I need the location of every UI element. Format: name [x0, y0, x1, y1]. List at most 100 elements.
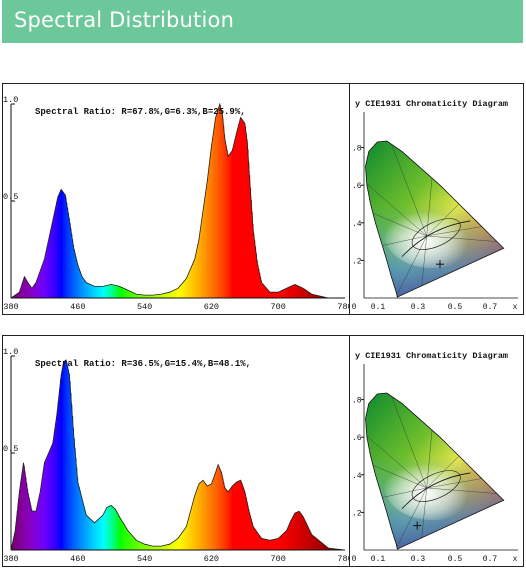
spectrum-bar [239, 119, 242, 298]
spectrum-bar [132, 292, 134, 298]
spectrum-bar [183, 529, 186, 550]
cie-y-tick-label: .4 [352, 472, 362, 481]
spectrum-bar [63, 193, 65, 298]
spectrum-bar [175, 539, 177, 550]
spectrum-bar [225, 489, 227, 550]
spectrum-bar [238, 125, 240, 298]
spectrum-bar [54, 428, 56, 550]
spectrum-bar [146, 295, 148, 298]
spectrum-bar [72, 244, 75, 298]
spectrum-bar [322, 296, 324, 298]
spectrum-bar [161, 294, 163, 298]
spectrum-bar [251, 522, 253, 550]
cie-x-tick-label: 0 [352, 555, 357, 564]
spectrum-bar [13, 536, 15, 550]
spectrum-bar [16, 293, 19, 298]
spectrum-bar [132, 292, 135, 298]
spectrum-bar [106, 285, 108, 298]
spectrum-bar [248, 175, 251, 298]
cie-region-line [396, 487, 427, 549]
spectrum-bar [171, 542, 173, 550]
spectrum-bar [292, 517, 294, 550]
spectrum-bar [170, 291, 172, 298]
spectrum-bar [52, 218, 54, 298]
spectrum-bar [46, 245, 49, 298]
spectrum-bar [112, 507, 115, 550]
spectrum-bar [242, 120, 244, 298]
spectrum-bar [20, 288, 22, 298]
spectrum-bar [301, 287, 303, 298]
spectrum-bar [320, 542, 323, 550]
spectrum-bar [183, 281, 185, 298]
spectrum-bar [137, 294, 139, 298]
spectrum-bar [283, 533, 285, 550]
cie-region-line [426, 235, 498, 242]
spectrum-bar [312, 535, 314, 550]
spectrum-bar [319, 540, 321, 550]
spectrum-bar [130, 291, 132, 298]
spectrum-bar [234, 483, 237, 550]
spectrum-bar [284, 288, 287, 298]
spectrum-bar [104, 285, 106, 298]
spectrum-bar [19, 488, 21, 550]
spectrum-bar [243, 122, 246, 299]
spectrum-bar [108, 284, 110, 298]
spectrum-bar [42, 262, 44, 298]
spectrum-bar [295, 285, 297, 298]
spectrum-bar [291, 285, 293, 298]
spectrum-bar [150, 295, 152, 298]
spectrum-bar [27, 493, 29, 550]
spectrum-bar [14, 532, 16, 550]
cie-region-line [382, 235, 427, 246]
spectrum-bar [162, 293, 164, 298]
spectrum-bar [249, 187, 252, 298]
spectrum-bar [91, 285, 94, 298]
spectrum-bar [289, 521, 292, 550]
spectrum-bar [99, 517, 101, 550]
spectrum-bar [73, 249, 75, 298]
spectrum-bar [67, 369, 70, 550]
spectrum-bar [106, 508, 108, 550]
spectrum-bar [279, 291, 281, 298]
cie-axes-2: .8 .6 .4 .2 0 0.1 0.3 0.5 0.7 x [352, 364, 518, 564]
spectrum-bar [26, 280, 28, 298]
spectrum-bar [153, 294, 156, 298]
spectrum-bar [321, 542, 323, 550]
spectrum-bar [286, 288, 288, 298]
spectrum-bar [71, 404, 73, 550]
spectrum-bar [99, 286, 101, 298]
spectrum-bars-1 [11, 105, 328, 299]
spectrum-bar [159, 294, 161, 298]
spectrum-bar [168, 292, 171, 298]
spectrum-bar [122, 521, 124, 550]
spectrum-bar [265, 539, 267, 550]
spectrum-bar [157, 546, 159, 550]
spectrum-bar [193, 260, 196, 298]
spectrum-bar [152, 295, 155, 298]
spectrum-bar [213, 475, 216, 550]
spectrum-bar [224, 141, 226, 298]
spectrum-bar [240, 118, 242, 298]
spectrum-bar [56, 417, 58, 550]
spectrum-bar [81, 500, 84, 550]
spectrum-bar [184, 528, 186, 550]
spectrum-bar [20, 483, 22, 550]
spectrum-bar [166, 292, 168, 298]
cie-gamut-1 [365, 140, 505, 298]
spectrum-bar [208, 164, 211, 298]
spectrum-bar [191, 265, 193, 298]
spectrum-bar [51, 446, 53, 550]
spectrum-bar [178, 536, 181, 550]
spectrum-bar [324, 545, 326, 550]
spectrum-bar [274, 539, 277, 550]
spectrum-bar [180, 284, 182, 298]
spectrum-bar [137, 294, 140, 298]
spectrum-bar [115, 510, 117, 550]
spectrum-bar [286, 529, 288, 550]
spectrum-bar [144, 295, 146, 298]
spectrum-bar [86, 283, 89, 298]
x-ticks-2: 380 460 540 620 700 780 [3, 554, 349, 564]
spectrum-bar [153, 546, 156, 550]
spectrum-bar [76, 467, 78, 550]
spectrum-bar [152, 546, 154, 550]
